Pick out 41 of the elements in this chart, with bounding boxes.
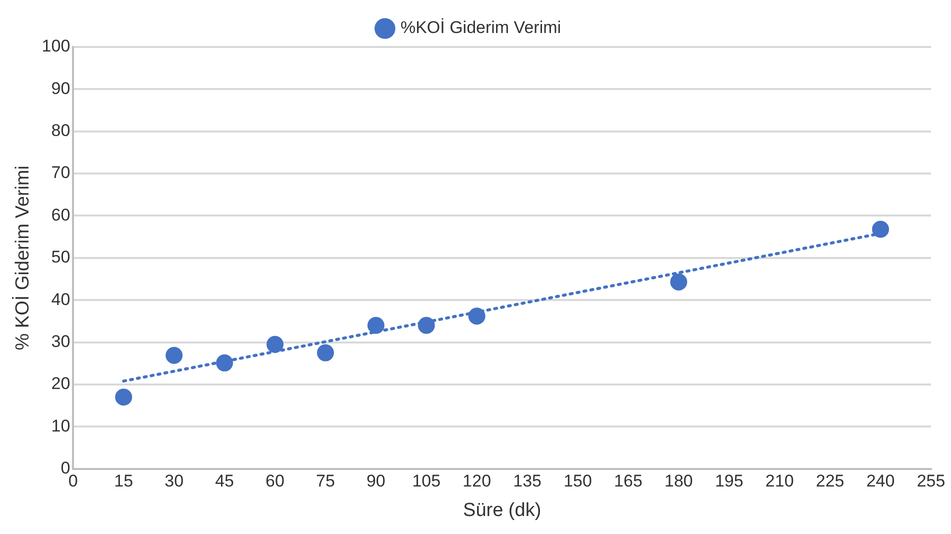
x-tick-label: 210 xyxy=(765,472,794,491)
point xyxy=(367,316,384,334)
x-tick-label: 105 xyxy=(412,472,441,491)
point xyxy=(166,346,183,364)
x-tick-label: 180 xyxy=(664,472,693,491)
x-tick-label: 45 xyxy=(215,472,234,491)
y-tick-label: 10 xyxy=(51,416,70,436)
x-tick-label: 195 xyxy=(714,472,744,491)
x-tick-label: 60 xyxy=(266,472,284,491)
x-tick-label: 75 xyxy=(316,472,335,491)
x-tick-label: 225 xyxy=(816,472,844,491)
point xyxy=(670,273,688,290)
x-tick-label: 150 xyxy=(564,472,592,491)
point xyxy=(266,336,284,353)
y-tick-label: 40 xyxy=(51,290,70,309)
x-tick-label: 15 xyxy=(114,472,134,491)
y-axis-title: % KOİ Giderim Verimi xyxy=(12,166,34,350)
x-axis-title: Süre (dk) xyxy=(463,500,542,521)
x-tick-label: 135 xyxy=(513,472,542,491)
x-tick-label: 30 xyxy=(164,472,184,491)
point xyxy=(216,354,234,372)
point xyxy=(316,344,334,362)
y-tick-label: 20 xyxy=(51,374,70,394)
legend-label: %KOİ Giderim Verimi xyxy=(400,18,562,38)
point xyxy=(115,388,132,406)
y-tick-label: 90 xyxy=(51,78,70,98)
y-tick-label: 70 xyxy=(51,163,70,182)
x-tick-label: 165 xyxy=(614,472,642,491)
y-tick-label: 30 xyxy=(51,332,70,351)
y-tick-label: 100 xyxy=(42,36,70,56)
y-tick-label: 0 xyxy=(60,458,70,478)
point xyxy=(872,220,890,238)
y-tick-label: 80 xyxy=(51,121,70,140)
point xyxy=(468,308,486,325)
x-tick-label: 255 xyxy=(916,472,946,491)
y-tick-label: 60 xyxy=(51,205,70,224)
x-tick-label: 90 xyxy=(366,472,386,491)
y-tick-label: 50 xyxy=(51,248,70,267)
x-tick-label: 120 xyxy=(462,472,492,491)
point xyxy=(418,316,435,334)
x-tick-label: 240 xyxy=(866,472,895,491)
